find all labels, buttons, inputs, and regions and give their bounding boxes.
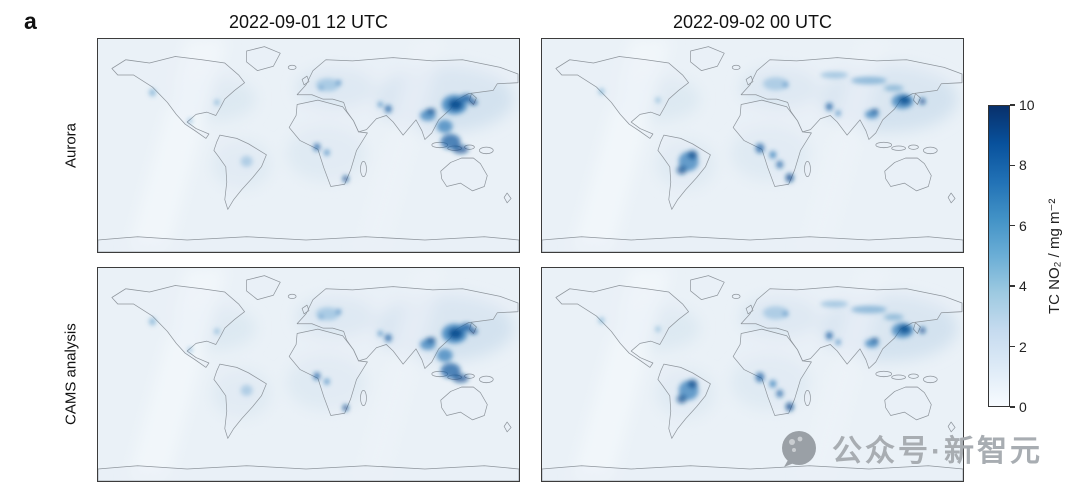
colorbar-tick: 2 (1010, 339, 1027, 355)
world-map-heatmap (98, 39, 519, 252)
tick-label: 2 (1019, 338, 1027, 355)
colorbar-gradient (988, 105, 1010, 407)
tick-mark (1010, 345, 1015, 348)
colorbar-tick: 10 (1010, 97, 1035, 113)
tick-label: 8 (1019, 157, 1027, 174)
watermark-logo-icon (782, 431, 816, 467)
tick-mark (1010, 164, 1015, 167)
map-panel-cams-t1 (97, 267, 520, 482)
watermark-text: 公众号·新智元 (832, 435, 1043, 468)
tick-mark (1010, 285, 1015, 287)
row-label-cams-analysis: CAMS analysis (62, 323, 80, 426)
colorbar-ticks: 10 8 6 4 2 0 (1010, 97, 1044, 415)
tick-label: 6 (1019, 217, 1027, 234)
colorbar-tick: 8 (1010, 157, 1027, 173)
map-panel-aurora-t2 (541, 38, 964, 253)
colorbar-label: TC NO₂ / mg m⁻² (1046, 198, 1063, 314)
tick-mark (1010, 104, 1015, 106)
tick-label: 4 (1019, 278, 1027, 295)
watermark: 公众号·新智元 (778, 426, 1043, 470)
panel-letter: a (24, 8, 37, 34)
map-panel-cams-t2 (541, 267, 964, 482)
column-title-timestamp-2: 2022-09-02 00 UTC (672, 12, 833, 32)
colorbar-tick: 0 (1010, 399, 1027, 415)
map-panel-aurora-t1 (97, 38, 520, 253)
world-map-heatmap (98, 268, 519, 481)
tick-label: 0 (1019, 399, 1027, 415)
column-title-timestamp-1: 2022-09-01 12 UTC (228, 12, 389, 32)
world-map-heatmap (542, 39, 963, 252)
colorbar-tick: 6 (1010, 218, 1027, 234)
row-label-aurora: Aurora (62, 122, 80, 169)
tick-label: 10 (1019, 97, 1035, 113)
colorbar-tick: 4 (1010, 278, 1027, 294)
tick-mark (1010, 406, 1015, 408)
tick-mark (1010, 225, 1015, 227)
